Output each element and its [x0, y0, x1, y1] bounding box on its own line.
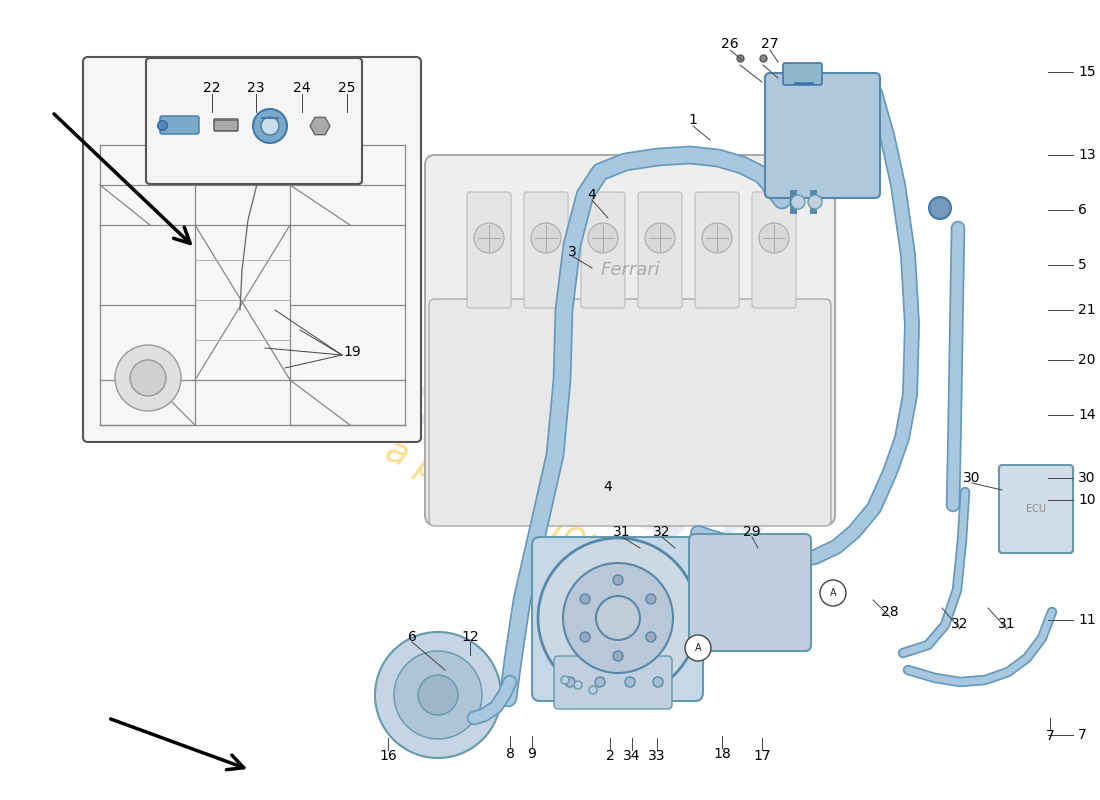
FancyBboxPatch shape [214, 119, 238, 131]
Text: 30: 30 [1078, 471, 1096, 485]
Circle shape [253, 109, 287, 143]
Text: 18: 18 [713, 747, 730, 761]
Text: 26: 26 [722, 37, 739, 51]
Circle shape [561, 676, 569, 684]
FancyBboxPatch shape [638, 192, 682, 308]
Circle shape [613, 651, 623, 661]
Text: 10: 10 [1078, 493, 1096, 507]
Circle shape [588, 223, 618, 253]
Text: a passion for parts: a passion for parts [381, 434, 700, 606]
Circle shape [538, 538, 698, 698]
Circle shape [580, 594, 590, 604]
Circle shape [116, 345, 182, 411]
Circle shape [588, 686, 597, 694]
Text: 4: 4 [587, 188, 596, 202]
Circle shape [625, 677, 635, 687]
Text: 7: 7 [1078, 728, 1087, 742]
Text: A: A [695, 643, 702, 653]
Circle shape [596, 596, 640, 640]
Text: 27: 27 [761, 37, 779, 51]
Text: 4: 4 [604, 480, 613, 494]
Text: 32: 32 [653, 525, 671, 539]
Circle shape [563, 563, 673, 673]
FancyBboxPatch shape [764, 73, 880, 198]
Text: 1: 1 [689, 113, 697, 127]
Circle shape [375, 632, 500, 758]
FancyBboxPatch shape [468, 192, 512, 308]
Circle shape [613, 575, 623, 585]
Circle shape [580, 632, 590, 642]
FancyBboxPatch shape [429, 299, 830, 526]
Circle shape [646, 594, 656, 604]
FancyBboxPatch shape [783, 63, 822, 85]
Text: 9: 9 [528, 747, 537, 761]
Text: Ferrari: Ferrari [601, 261, 660, 279]
FancyBboxPatch shape [752, 192, 796, 308]
Circle shape [261, 117, 279, 135]
Text: 5: 5 [1078, 258, 1087, 272]
Text: 16: 16 [379, 749, 397, 763]
Text: 21: 21 [1078, 303, 1096, 317]
FancyBboxPatch shape [581, 192, 625, 308]
Text: 32: 32 [952, 617, 969, 631]
Text: 28: 28 [881, 605, 899, 619]
FancyBboxPatch shape [524, 192, 568, 308]
Circle shape [759, 223, 789, 253]
Circle shape [791, 195, 805, 209]
Text: 17: 17 [754, 749, 771, 763]
Text: 6: 6 [1078, 203, 1087, 217]
Text: 33: 33 [648, 749, 666, 763]
Text: 25: 25 [339, 81, 355, 95]
Text: 3: 3 [568, 245, 576, 259]
Text: 20: 20 [1078, 353, 1096, 367]
Circle shape [808, 195, 822, 209]
Circle shape [565, 677, 575, 687]
Text: 8: 8 [506, 747, 515, 761]
Circle shape [930, 197, 952, 219]
Text: 7: 7 [1046, 729, 1055, 743]
Circle shape [574, 681, 582, 689]
Text: 34: 34 [624, 749, 640, 763]
Circle shape [820, 580, 846, 606]
Text: 15: 15 [1078, 65, 1096, 79]
FancyBboxPatch shape [695, 192, 739, 308]
Text: 14: 14 [1078, 408, 1096, 422]
Circle shape [595, 677, 605, 687]
Text: euroricambi55: euroricambi55 [268, 310, 812, 610]
Circle shape [685, 635, 711, 661]
Text: 30: 30 [964, 471, 981, 485]
Text: 31: 31 [998, 617, 1015, 631]
FancyBboxPatch shape [999, 465, 1072, 553]
Text: A: A [829, 588, 836, 598]
FancyBboxPatch shape [689, 534, 811, 651]
Text: 11: 11 [1078, 613, 1096, 627]
Text: 2: 2 [606, 749, 615, 763]
Text: 13: 13 [1078, 148, 1096, 162]
Text: ECU: ECU [1026, 504, 1046, 514]
Circle shape [645, 223, 675, 253]
Text: 19: 19 [343, 345, 361, 359]
FancyBboxPatch shape [425, 155, 835, 525]
Polygon shape [310, 118, 330, 134]
Circle shape [394, 651, 482, 739]
FancyBboxPatch shape [554, 656, 672, 709]
Circle shape [130, 360, 166, 396]
Text: 29: 29 [744, 525, 761, 539]
FancyBboxPatch shape [146, 58, 362, 184]
Text: 24: 24 [294, 81, 310, 95]
Text: 22: 22 [204, 81, 221, 95]
Circle shape [474, 223, 504, 253]
Text: 6: 6 [408, 630, 417, 644]
FancyBboxPatch shape [532, 537, 703, 701]
Circle shape [702, 223, 732, 253]
Text: 12: 12 [461, 630, 478, 644]
FancyBboxPatch shape [160, 116, 199, 134]
Circle shape [646, 632, 656, 642]
Text: 31: 31 [613, 525, 630, 539]
Circle shape [653, 677, 663, 687]
Circle shape [531, 223, 561, 253]
FancyBboxPatch shape [82, 57, 421, 442]
Text: 23: 23 [248, 81, 265, 95]
Circle shape [418, 675, 458, 715]
